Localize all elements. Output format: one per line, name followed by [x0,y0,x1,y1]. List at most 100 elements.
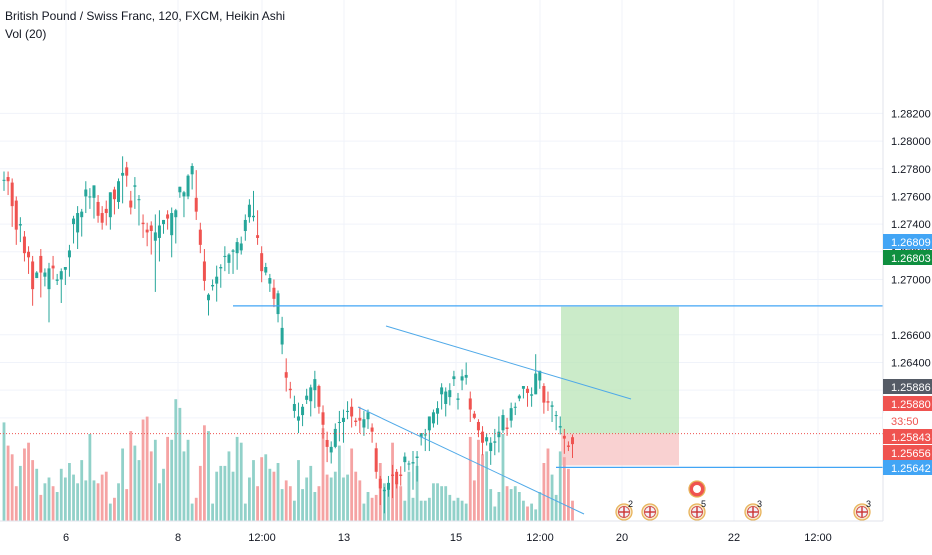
volume-bar [47,477,51,521]
volume-bar [14,486,18,521]
candle-body [440,387,444,395]
candle-body [448,390,452,398]
price-label-text: 33:50 [891,416,919,428]
price-tick-label: 1.27400 [891,219,931,231]
candle-body [354,420,358,422]
candle-body [517,395,521,399]
volume-bar [432,483,435,521]
volume-bar [542,463,546,521]
candle-body [415,456,419,458]
volume-bar [546,448,550,521]
candle-body [436,408,440,414]
volume-bar [366,492,370,521]
candle-body [288,388,292,391]
candle-body [55,279,59,281]
price-label-text: 1.25886 [891,382,931,394]
candle-body [362,419,366,428]
volume-bar [231,471,235,521]
candle-body [456,398,460,400]
candle-body [374,448,378,472]
event-flag: 3 [744,499,762,521]
volume-indicator-label[interactable]: Vol (20) [5,27,47,41]
candle-body [317,386,321,407]
volume-bar [23,448,26,521]
volume-bar [84,480,88,521]
time-tick-label: 22 [728,532,740,544]
candle-body [251,215,255,218]
volume-bar [125,489,129,521]
event-layer: 2 5 3 3 [615,480,871,521]
candle-body [313,379,317,391]
candle-body [133,185,137,187]
volume-bar [219,465,223,521]
volume-bar [235,436,239,521]
volume-bar [562,457,566,521]
candle-body [407,463,411,465]
candle-body [538,370,542,381]
volume-bar [423,500,427,521]
volume-bar [186,439,190,521]
price-tick-label: 1.27800 [891,164,931,176]
candle-body [554,415,558,417]
volume-bar [419,500,423,521]
volume-bar [256,486,259,521]
volume-bar [436,483,439,521]
candle-body [280,327,284,345]
time-axis-panel [0,521,932,550]
candle-body [481,431,485,443]
candle-body [76,213,80,233]
candle-body [96,201,100,216]
volume-bar [129,431,133,521]
candle-body [444,391,448,405]
candle-body [166,214,170,219]
volume-bar [558,451,562,521]
volume-bar [27,442,30,521]
candle-body [333,428,337,447]
candle-layer [2,156,575,514]
volume-bar [100,474,104,521]
candle-body [47,268,51,290]
price-label-tag [883,460,932,475]
time-tick-label: 6 [63,532,69,544]
volume-bar [481,454,484,521]
volume-bar [207,431,210,521]
candle-body [264,267,268,273]
volume-bar [440,486,444,521]
time-tick-label: 12:00 [248,532,276,544]
event-flag: 5 [688,499,706,521]
candle-body [386,482,390,490]
volume-bar [137,460,141,521]
price-tick-label: 1.28000 [891,136,931,148]
volume-bar [108,503,112,521]
candle-body [497,431,501,438]
candle-body [243,219,247,232]
candle-body [190,165,194,175]
loss-zone [561,433,679,466]
volume-bar [374,494,378,521]
volume-bar [337,445,341,521]
volume-bar [182,451,186,521]
event-flag: 3 [853,499,871,521]
candle-body [231,250,235,252]
volume-bar [203,425,206,521]
price-tick-label: 1.26400 [891,357,931,369]
candle-body [112,189,116,200]
candle-body [72,218,76,225]
volume-bar [342,477,345,521]
candle-body [2,179,6,181]
candle-body [395,471,399,485]
candle-body [521,386,525,389]
symbol-title[interactable]: British Pound / Swiss Franc, 120, FXCM, … [5,9,286,23]
candle-body [370,427,374,432]
volume-bar [153,439,157,521]
candle-body [472,413,476,418]
candle-body [566,445,570,447]
volume-bar [35,468,39,521]
volume-bar [268,468,272,521]
candle-body [211,284,215,287]
volume-bar [317,486,321,521]
volume-bar [472,480,476,521]
volume-bar [158,483,161,521]
candle-body [403,456,407,463]
